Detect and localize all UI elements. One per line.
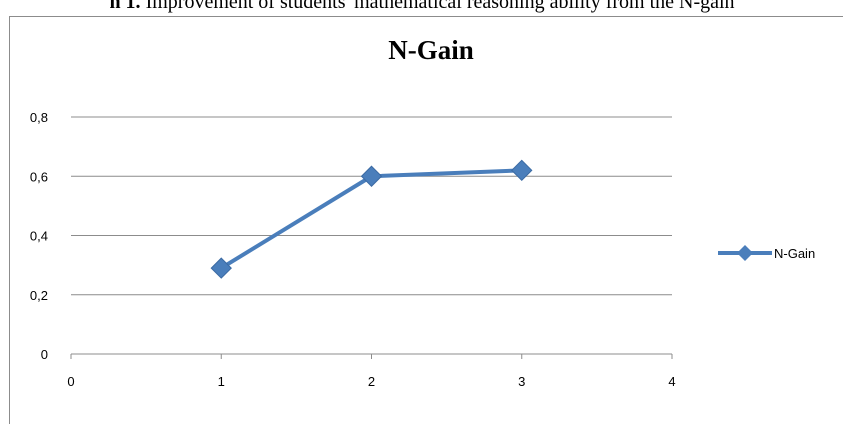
y-tick-label: 0 — [41, 347, 48, 362]
legend: N-Gain — [718, 245, 815, 261]
y-tick-label: 0,2 — [30, 288, 48, 303]
y-tick-label: 0,8 — [30, 110, 48, 125]
x-tick-label: 0 — [67, 374, 74, 389]
x-axis — [70, 353, 673, 359]
legend-label: N-Gain — [774, 246, 815, 261]
legend-marker — [737, 245, 753, 261]
chart-frame — [9, 16, 843, 424]
grid-lines — [71, 116, 672, 296]
x-axis-ticks: 0 1 2 3 4 — [67, 374, 675, 389]
y-tick-label: 0,6 — [30, 169, 48, 184]
series-n-gain — [210, 159, 533, 279]
data-point — [210, 257, 232, 279]
caption-prefix: n 1. — [109, 0, 141, 13]
y-axis-ticks: 0 0,2 0,4 0,6 0,8 — [30, 110, 48, 362]
data-point — [511, 159, 533, 182]
x-tick-label: 1 — [218, 374, 225, 389]
x-tick-label: 3 — [518, 374, 525, 389]
x-tick-label: 2 — [368, 374, 375, 389]
x-tick-label: 4 — [668, 374, 675, 389]
figure-caption: n 1. Improvement of students' mathematic… — [0, 0, 844, 15]
caption-text: Improvement of students' mathematical re… — [140, 0, 735, 13]
chart-title: N-Gain — [388, 35, 474, 65]
y-tick-label: 0,4 — [30, 229, 48, 244]
line-chart: N-Gain 0 0,2 0,4 0,6 0,8 0 1 2 3 4 N-Gain — [30, 35, 815, 389]
data-point — [360, 165, 383, 187]
